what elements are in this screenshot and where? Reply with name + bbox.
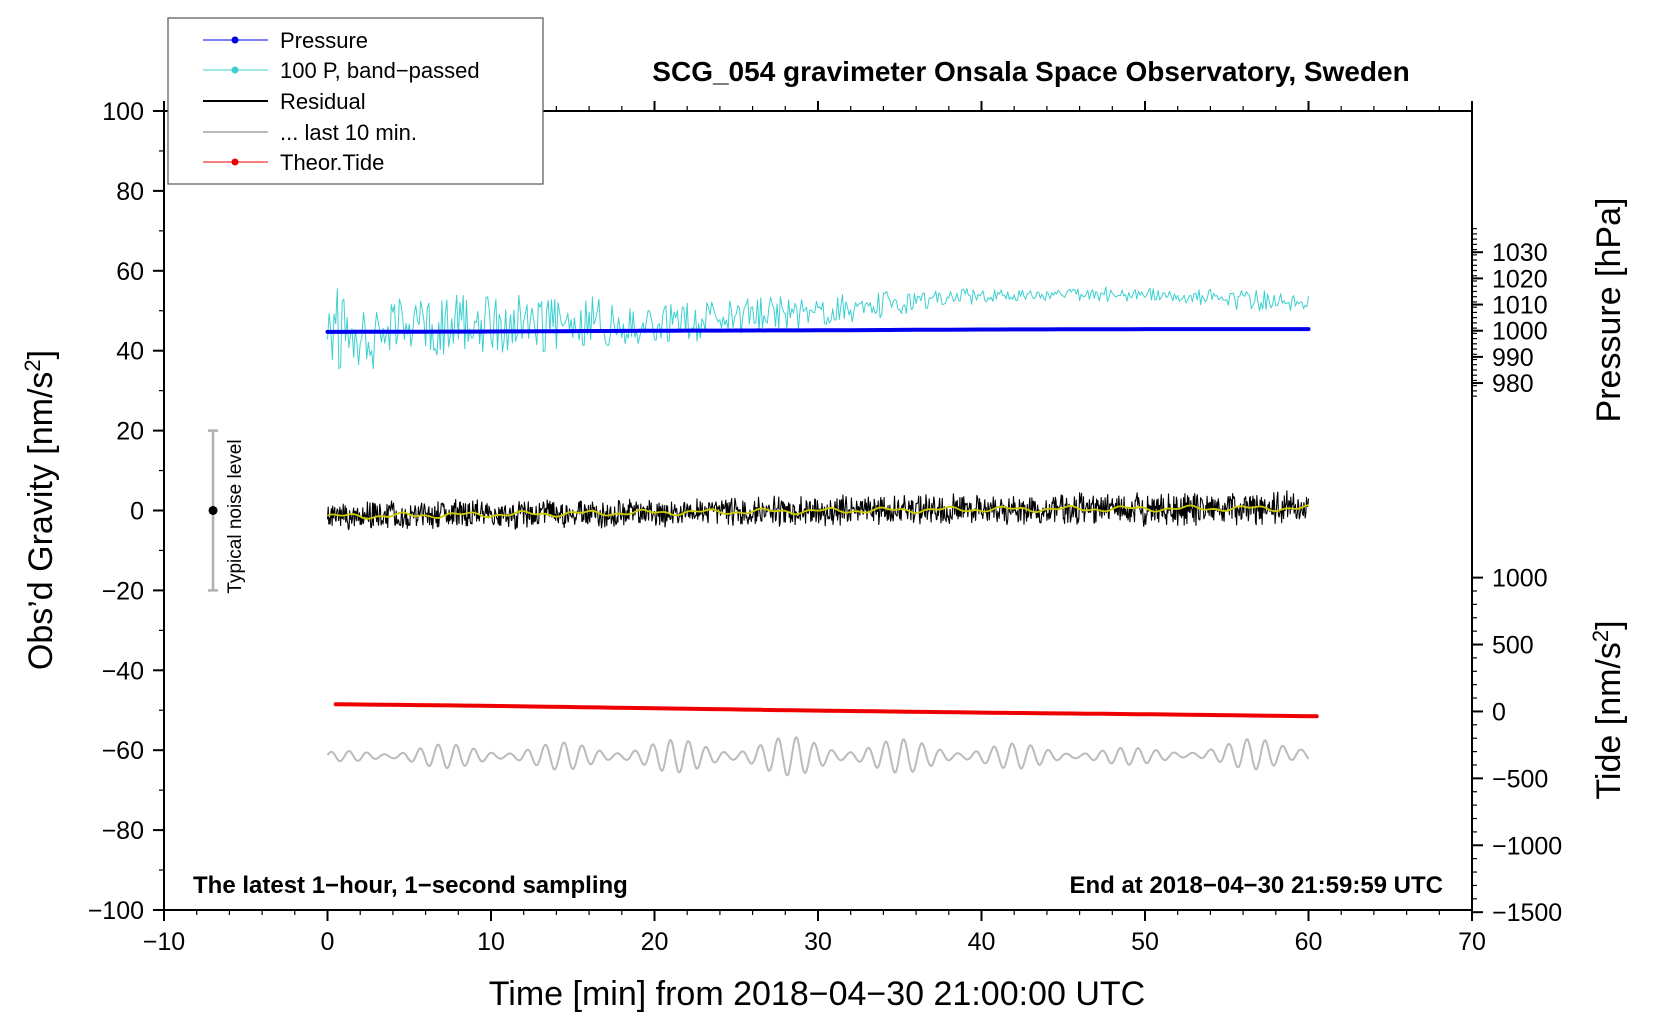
series-smoothed-residual	[327, 504, 1309, 520]
pressure-tick-label: 980	[1492, 370, 1534, 398]
tide-tick-label: −500	[1492, 765, 1548, 793]
pressure-axis-title: Pressure [hPa]	[1590, 198, 1628, 423]
noise-label: Typical noise level	[225, 439, 246, 593]
tide-tick-label: 0	[1492, 698, 1506, 726]
y-tick-label: −40	[102, 657, 144, 685]
legend-marker-bandpassed	[231, 66, 239, 74]
tide-tick-label: 500	[1492, 632, 1534, 660]
legend-label-pressure: Pressure	[280, 28, 368, 53]
pressure-tick-label: 1010	[1492, 292, 1548, 320]
series-pressure	[325, 327, 1311, 334]
y-axis-title-left-close: ]	[22, 350, 60, 359]
y-axis-title-left-text: Obs’d Gravity [nm/s	[22, 372, 60, 671]
annotation-sampling: The latest 1−hour, 1−second sampling	[193, 872, 628, 899]
y-axis-title-left: Obs’d Gravity [nm/s2]	[20, 350, 60, 670]
chart-title: SCG_054 gravimeter Onsala Space Observat…	[652, 56, 1409, 87]
pressure-tick-label: 1020	[1492, 265, 1548, 293]
x-tick-label: 30	[804, 928, 832, 956]
tide-tick-label: −1000	[1492, 832, 1562, 860]
legend-label-tide: Theor.Tide	[280, 150, 384, 175]
tide-axis-title-close: ]	[1590, 620, 1628, 629]
legend-label-last10: ... last 10 min.	[280, 120, 417, 145]
y-tick-label: 60	[116, 258, 144, 286]
y-tick-label: −80	[102, 817, 144, 845]
noise-center-dot	[208, 506, 218, 515]
series-last-10-min	[326, 736, 1310, 777]
y-tick-label: −60	[102, 737, 144, 765]
y-tick-label: −20	[102, 577, 144, 605]
y-tick-label: −100	[88, 897, 144, 925]
x-tick-label: 60	[1295, 928, 1323, 956]
noise-indicator: Typical noise level	[208, 429, 246, 594]
pressure-tick-label: 1000	[1492, 318, 1548, 346]
x-axis-title: Time [min] from 2018−04−30 21:00:00 UTC	[489, 975, 1145, 1013]
series-residual	[326, 490, 1310, 531]
legend-entry-bandpassed: 100 P, band−passed	[203, 58, 480, 83]
legend-label-residual: Residual	[280, 89, 366, 114]
x-tick-label: 10	[477, 928, 505, 956]
series-layer	[325, 286, 1319, 777]
legend-entry-last10: ... last 10 min.	[203, 120, 417, 145]
legend-entry-pressure: Pressure	[203, 28, 368, 53]
legend-marker-pressure	[231, 36, 239, 44]
pressure-tick-label: 990	[1492, 344, 1534, 372]
x-tick-label: −10	[143, 928, 185, 956]
x-tick-label: 20	[641, 928, 669, 956]
legend-marker-tide	[231, 158, 239, 166]
x-tick-label: 50	[1131, 928, 1159, 956]
annotation-end-time: End at 2018−04−30 21:59:59 UTC	[1069, 872, 1443, 899]
legend-label-bandpassed: 100 P, band−passed	[280, 58, 480, 83]
legend-entry-residual: Residual	[203, 89, 366, 114]
tide-axis-title-sup: 2	[1588, 630, 1613, 642]
y-tick-label: 20	[116, 418, 144, 446]
tide-axis-title: Tide [nm/s2]	[1588, 620, 1628, 799]
series-100-p-band-passed	[327, 286, 1309, 370]
axis-layer: −10 0 10 20 30 40 50 60 70100806040200−20−40−60−…	[88, 98, 1563, 956]
tide-axis-title-text: Tide [nm/s	[1590, 642, 1628, 799]
x-tick-label: 0	[321, 928, 335, 956]
pressure-tick-label: 1030	[1492, 239, 1548, 267]
legend-entry-tide: Theor.Tide	[203, 150, 384, 175]
series-theor-tide	[333, 702, 1319, 719]
tide-tick-label: 1000	[1492, 565, 1548, 593]
y-tick-label: 100	[102, 98, 144, 126]
x-tick-label: 40	[968, 928, 996, 956]
y-tick-label: 80	[116, 178, 144, 206]
legend: Pressure 100 P, band−passed Residual ...…	[167, 17, 544, 185]
x-tick-label: 70	[1458, 928, 1486, 956]
y-tick-label: 0	[130, 498, 144, 526]
tide-tick-label: −1500	[1492, 899, 1562, 927]
y-tick-label: 40	[116, 338, 144, 366]
y-axis-title-left-sup: 2	[20, 359, 45, 371]
